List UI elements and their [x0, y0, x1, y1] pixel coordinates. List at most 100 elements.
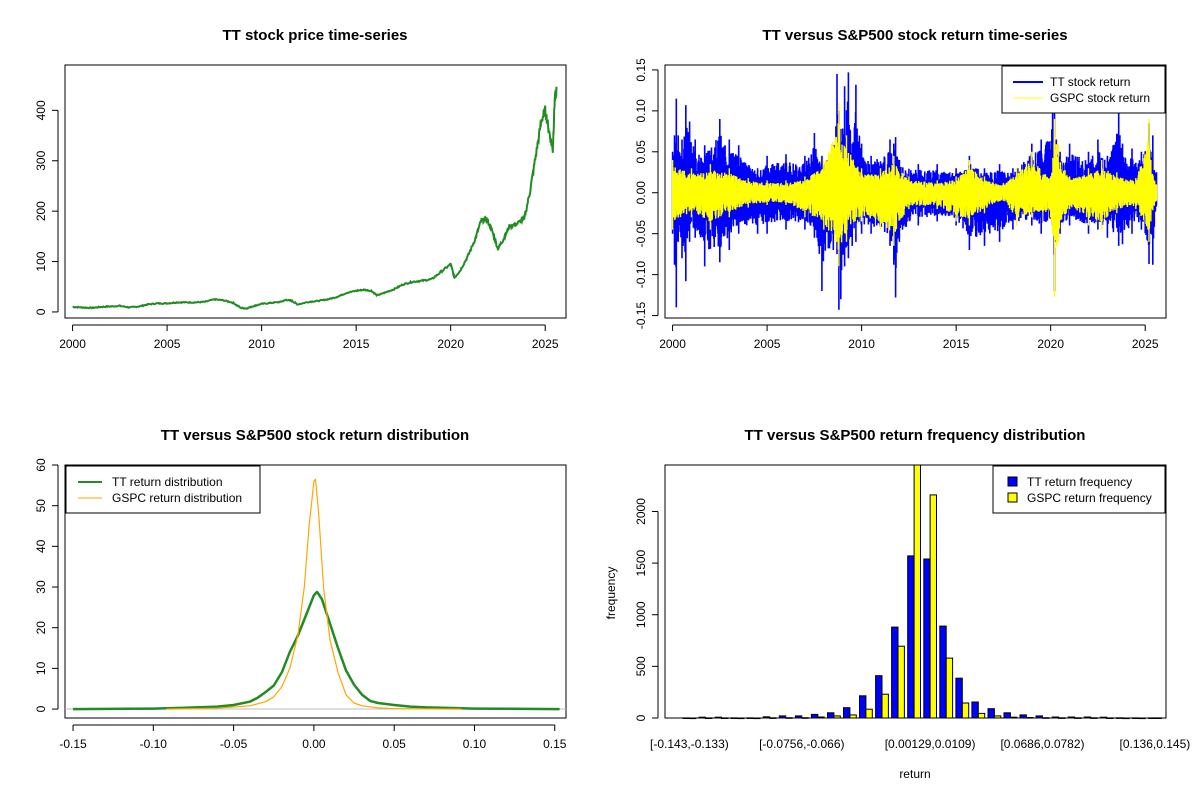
x-tick-label: 2005 [154, 337, 181, 351]
legend-label-tt: TT return frequency [1027, 475, 1132, 489]
plot-frame [64, 64, 567, 319]
x-tick-label: [-0.0756,-0.066) [759, 737, 844, 751]
x-tick-label: [0.0686,0.0782) [1000, 737, 1084, 751]
x-axis-label: return [899, 767, 930, 781]
x-tick-label: 0.00 [302, 737, 326, 751]
series-group [72, 86, 558, 310]
y-tick-label: 200 [34, 201, 48, 221]
y-tick-label: 100 [34, 251, 48, 271]
y-tick-label: 40 [34, 539, 48, 553]
x-tick-label: 2020 [437, 337, 464, 351]
y-axis: 0 100 200 300 400 [34, 100, 59, 315]
x-tick-label: 2025 [532, 337, 559, 351]
legend-label-gspc: GSPC return distribution [112, 491, 242, 505]
legend: TT stock return GSPC stock return [1001, 65, 1166, 114]
y-axis-label: frequency [604, 567, 618, 620]
y-axis: -0.15 -0.10 -0.05 0.00 0.05 0.10 0.15 [634, 58, 659, 330]
chart-title: TT stock price time-series [222, 27, 407, 44]
gspc-return-series [671, 102, 1158, 297]
x-tick-label: [0.136,0.145) [1120, 737, 1191, 751]
x-axis: [-0.143,-0.133) [-0.0756,-0.066) [0.00129,… [650, 737, 1190, 751]
price-line [72, 86, 558, 310]
tt-bar [987, 708, 995, 719]
gspc-density-line [166, 478, 462, 710]
return-timeseries-chart: TT versus S&P500 stock return time-serie… [634, 27, 1167, 351]
x-tick-label: 2000 [59, 337, 86, 351]
legend-swatch-gspc [1007, 492, 1018, 503]
legend-label-tt: TT return distribution [112, 475, 223, 489]
y-tick-label: 1500 [634, 549, 648, 576]
y-tick-label: 500 [634, 656, 648, 676]
series-group [671, 72, 1158, 310]
x-tick-label: 2020 [1037, 337, 1064, 351]
chart-title: TT versus S&P500 stock return time-serie… [762, 27, 1067, 44]
x-tick-label: [-0.143,-0.133) [650, 737, 729, 751]
y-tick-label: 1000 [634, 601, 648, 628]
y-tick-label: 0 [34, 705, 48, 712]
tt-bar [843, 707, 851, 719]
y-axis: 0 500 1000 1500 2000 [634, 498, 659, 721]
y-tick-label: 0.15 [634, 58, 648, 82]
legend: TT return frequency GSPC return frequenc… [992, 465, 1166, 514]
x-tick-label: -0.15 [59, 737, 87, 751]
tt-bar [859, 695, 867, 719]
tt-bar [955, 677, 963, 719]
gspc-bar [945, 657, 954, 719]
tt-density-line [72, 590, 560, 711]
y-tick-label: 30 [34, 580, 48, 594]
legend-box [1001, 65, 1166, 114]
chart-title: TT versus S&P500 return frequency distri… [745, 427, 1086, 444]
gspc-bar [865, 708, 873, 719]
y-tick-label: 0.10 [634, 99, 648, 123]
plot-frame [664, 64, 1167, 319]
tt-bar [971, 701, 979, 719]
tt-bar [939, 625, 947, 719]
gspc-bar [881, 693, 889, 719]
x-tick-label: 0.05 [383, 737, 407, 751]
y-tick-label: 50 [34, 499, 48, 513]
x-tick-label: 0.10 [463, 737, 487, 751]
y-tick-label: -0.15 [634, 302, 648, 330]
gspc-bar [961, 702, 970, 719]
x-tick-label: 2015 [943, 337, 970, 351]
gspc-bar [913, 464, 921, 719]
series-group [65, 478, 566, 711]
x-tick-label: -0.10 [140, 737, 168, 751]
y-tick-label: 0 [34, 308, 48, 315]
y-tick-label: 0 [634, 714, 648, 721]
tt-bar [827, 712, 835, 719]
x-tick-label: 2010 [848, 337, 875, 351]
x-tick-label: 2000 [659, 337, 686, 351]
tt-bar [891, 626, 899, 719]
x-tick-label: 2025 [1132, 337, 1159, 351]
chart-title: TT versus S&P500 stock return distributi… [161, 427, 469, 444]
tt-bar [1003, 712, 1011, 719]
x-axis: 2000 2005 2010 2015 2020 2025 [659, 324, 1159, 351]
y-tick-label: 2000 [634, 498, 648, 525]
legend-box [65, 465, 261, 514]
x-axis: -0.15 -0.10 -0.05 0.00 0.05 0.10 0.15 [59, 724, 567, 751]
tt-bar [810, 713, 819, 719]
legend-box [992, 465, 1166, 514]
tt-bar [875, 675, 883, 719]
x-tick-label: 2015 [343, 337, 370, 351]
y-tick-label: -0.05 [634, 220, 648, 248]
plot-frame [64, 464, 567, 719]
y-tick-label: -0.10 [634, 261, 648, 289]
y-tick-label: 0.00 [634, 181, 648, 205]
y-tick-label: 300 [34, 150, 48, 170]
legend-swatch-tt [1007, 476, 1018, 487]
tt-bar [923, 558, 931, 719]
y-tick-label: 0.05 [634, 140, 648, 164]
legend: TT return distribution GSPC return distr… [65, 465, 261, 514]
x-tick-label: -0.05 [220, 737, 248, 751]
plot-frame [664, 464, 1167, 719]
x-tick-label: 2010 [248, 337, 275, 351]
return-density-chart: TT versus S&P500 stock return distributi… [34, 427, 567, 751]
y-tick-label: 400 [34, 100, 48, 120]
x-tick-label: 2005 [754, 337, 781, 351]
return-histogram-chart: TT versus S&P500 return frequency distri… [604, 427, 1190, 781]
gspc-bar [897, 645, 905, 719]
x-tick-label: [0.00129,0.0109) [885, 737, 976, 751]
